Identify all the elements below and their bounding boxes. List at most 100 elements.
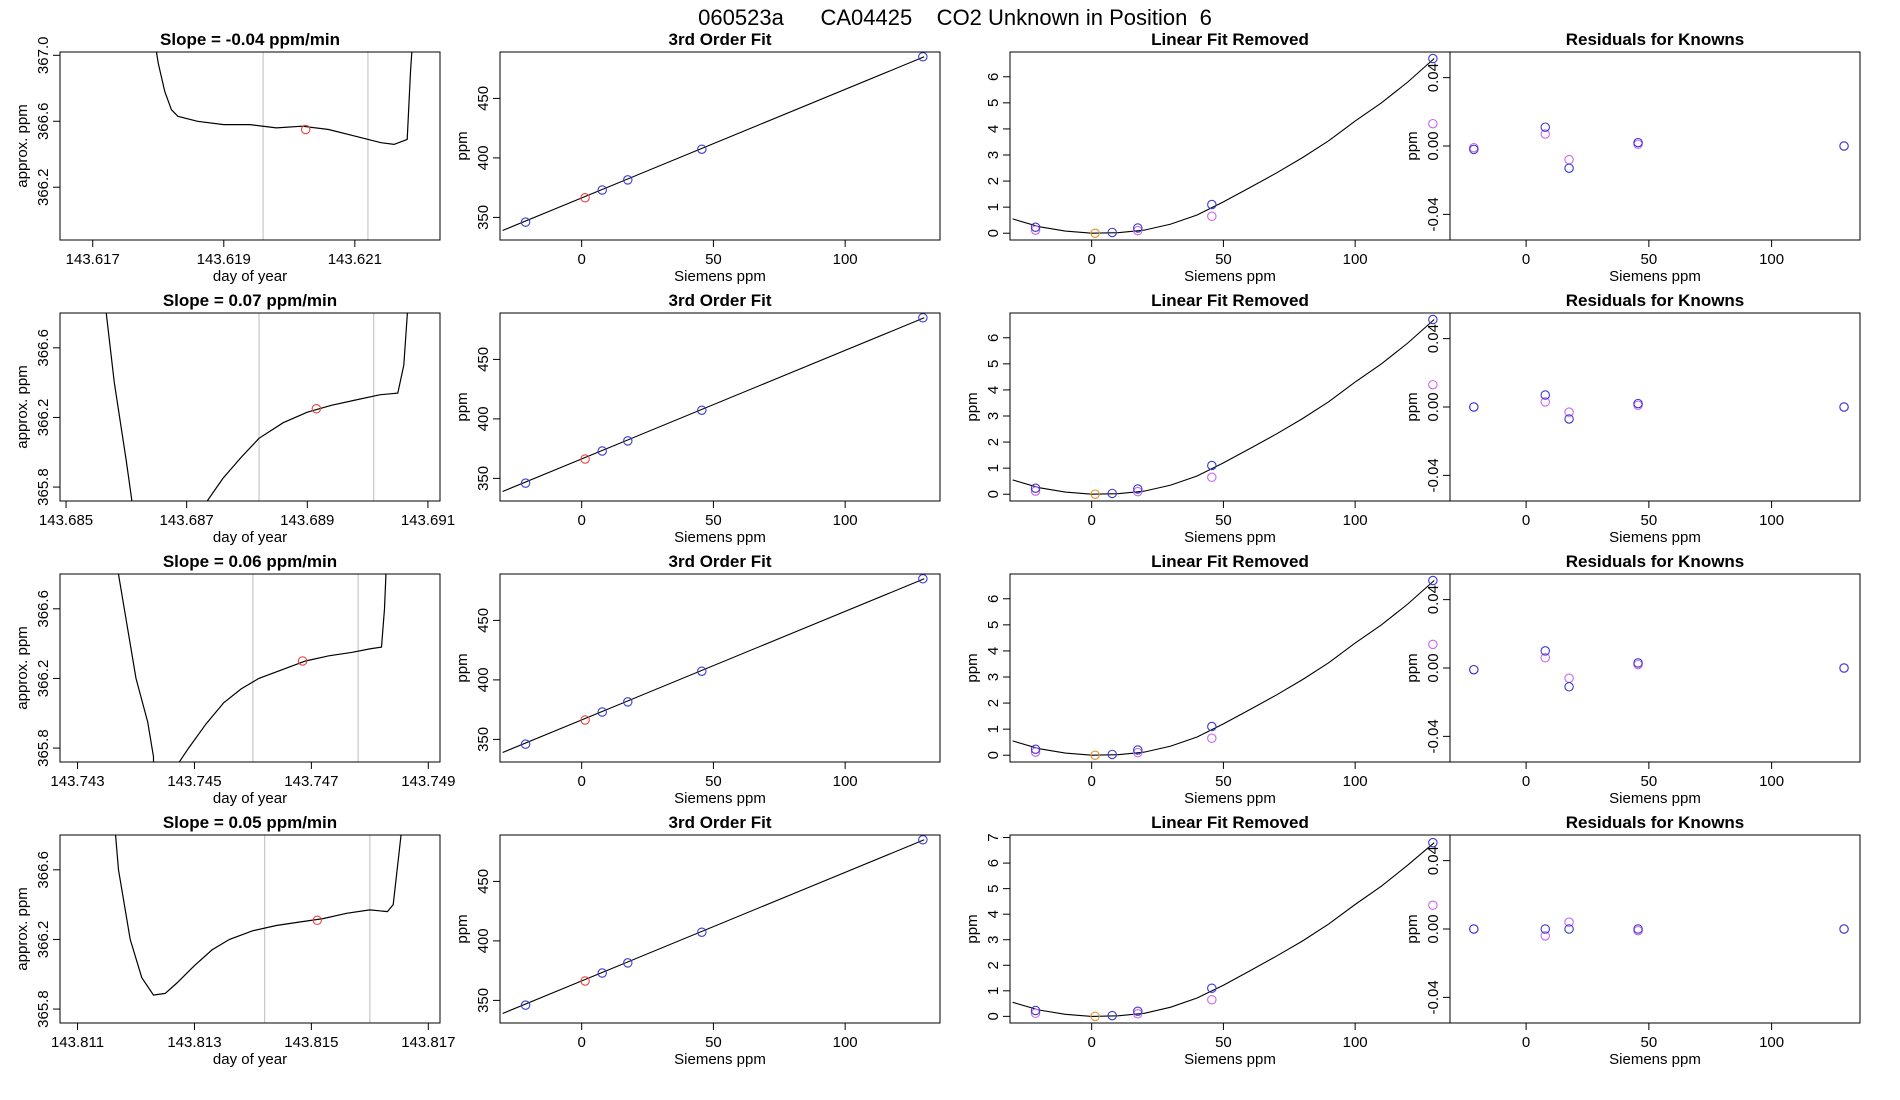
panel-r4-c1: Slope = 0.05 ppm/min 143.811 143.813 143.81… [14, 813, 455, 1068]
known-point [1133, 223, 1143, 233]
known-point [1564, 924, 1574, 934]
y-tick-label: 5 [985, 884, 1002, 892]
x-tick-label: 0 [1522, 251, 1530, 268]
plot-frame [59, 834, 441, 1024]
known-point [1133, 745, 1143, 755]
known-point [623, 697, 633, 707]
y-axis-label: ppm [454, 392, 471, 421]
x-tick-label: 100 [1343, 773, 1368, 790]
known-point [918, 52, 928, 62]
known-point [1540, 924, 1551, 934]
plot-area [502, 835, 928, 1015]
x-tick-label: 0 [1522, 1034, 1530, 1051]
y-tick-label: 367.0 [35, 37, 52, 75]
y-tick-label: 450 [475, 869, 492, 894]
known-point [1030, 483, 1041, 493]
y-axis-label: approx. ppm [14, 887, 31, 970]
panel-title: Slope = -0.04 ppm/min [160, 30, 340, 49]
x-tick-label: 50 [1215, 773, 1232, 790]
known-point [1540, 390, 1551, 400]
y-tick-label: 6 [985, 73, 1002, 81]
y-tick-label: 366.2 [35, 921, 52, 959]
known-point [597, 968, 607, 978]
known-point [1428, 575, 1438, 586]
average-point [300, 124, 311, 135]
plot-frame [499, 51, 941, 241]
residual-point [1030, 1008, 1041, 1019]
x-tick-label: 100 [1759, 512, 1784, 529]
ppm-trace-line [117, 574, 387, 762]
y-tick-label: 3 [985, 936, 1002, 944]
x-tick-label: 100 [1343, 512, 1368, 529]
fit-line [502, 56, 925, 232]
y-tick-label: 0 [985, 490, 1002, 498]
y-tick-label: 365.8 [35, 729, 52, 767]
plot-area [1012, 314, 1438, 499]
plot-area [502, 574, 928, 754]
residual-point [1207, 472, 1217, 483]
y-tick-label: 0.00 [1425, 914, 1442, 943]
y-tick-label: 4 [985, 910, 1002, 918]
known-point [1107, 227, 1117, 238]
y-axis-label: ppm [454, 914, 471, 943]
known-point [1030, 222, 1041, 232]
y-tick-label: 2 [985, 699, 1002, 707]
x-tick-label: 143.689 [280, 512, 334, 529]
x-tick-label: 0 [1522, 512, 1530, 529]
x-axis-label: Siemens ppm [1184, 268, 1276, 285]
average-point [312, 915, 322, 926]
x-tick-label: 0 [1522, 773, 1530, 790]
known-point [1469, 402, 1479, 412]
plot-area [502, 52, 928, 232]
panel-r1-c2: 3rd Order Fit 0 50 100 350 400 450 Siemens ppm p… [454, 30, 941, 285]
y-tick-label: 0.04 [1425, 324, 1442, 353]
y-tick-label: 4 [985, 125, 1002, 133]
x-tick-label: 50 [705, 1034, 722, 1051]
fit-line [502, 317, 925, 493]
panel-r2-c1: Slope = 0.07 ppm/min 143.685 143.687 143.68… [14, 291, 455, 546]
known-point [597, 707, 607, 717]
panel-r2-c3: Linear Fit Removed 0 50 100 0 1 2 3 4 5 6 Siemens p… [964, 291, 1451, 546]
y-tick-label: 400 [475, 928, 492, 953]
residual-point [1428, 900, 1438, 910]
y-tick-label: 366.2 [35, 399, 52, 437]
y-tick-label: 0.04 [1425, 585, 1442, 614]
plot-frame [499, 312, 941, 502]
y-tick-label: 366.2 [35, 168, 52, 206]
figure-title: 060523a CA04425 CO2 Unknown in Position … [698, 5, 1212, 30]
y-tick-label: 366.6 [35, 851, 52, 889]
plot-area [155, 52, 413, 240]
x-tick-label: 143.743 [50, 773, 104, 790]
residual-point [1540, 931, 1551, 941]
x-axis-label: Siemens ppm [1184, 790, 1276, 807]
plot-area [1469, 390, 1849, 424]
x-tick-label: 100 [1343, 1034, 1368, 1051]
residual-point [1133, 1009, 1143, 1019]
known-point [1133, 484, 1143, 494]
plot-frame [1449, 573, 1861, 763]
y-axis-label: ppm [964, 392, 981, 421]
plot-area [114, 835, 402, 1023]
x-tick-label: 50 [705, 773, 722, 790]
x-tick-label: 50 [1641, 1034, 1658, 1051]
residual-point [1428, 379, 1438, 390]
y-axis-label: approx. ppm [14, 365, 31, 448]
y-tick-label: 0.04 [1425, 846, 1442, 875]
fit-line [502, 839, 925, 1015]
panel-r2-c2: 3rd Order Fit 0 50 100 350 400 450 Siemens ppm p… [454, 291, 941, 546]
y-axis-label: ppm [1404, 131, 1421, 160]
x-axis-label: Siemens ppm [674, 790, 766, 807]
known-point [1839, 663, 1849, 673]
known-point [1839, 141, 1849, 151]
panel-title: 3rd Order Fit [669, 813, 772, 832]
plot-area [1012, 53, 1438, 238]
x-axis-label: Siemens ppm [674, 529, 766, 546]
known-point [623, 958, 633, 968]
known-point [623, 175, 633, 185]
y-tick-label: -0.04 [1425, 197, 1442, 231]
y-axis-label: ppm [1404, 392, 1421, 421]
x-tick-label: 100 [833, 251, 858, 268]
x-axis-label: Siemens ppm [674, 268, 766, 285]
residual-point [1428, 639, 1438, 650]
known-point [1428, 314, 1438, 325]
